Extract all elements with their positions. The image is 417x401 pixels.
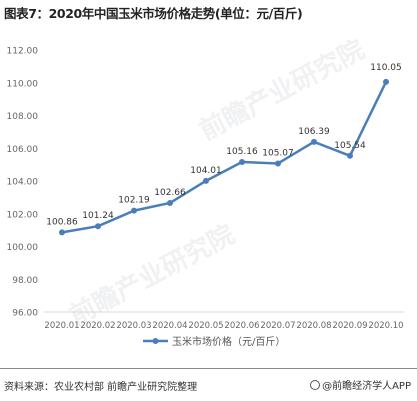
y-tick-label: 98.00 (12, 276, 38, 286)
y-tick-label: 104.00 (7, 178, 39, 188)
data-label: 102.19 (118, 196, 150, 206)
legend-label: 玉米市场价格（元/百斤） (172, 335, 285, 348)
x-tick-label: 2020.08 (296, 321, 331, 331)
data-point[interactable] (347, 152, 353, 159)
data-point[interactable] (239, 159, 245, 166)
brand-logo-icon (310, 380, 321, 390)
x-tick-label: 2020.03 (116, 321, 151, 331)
chart-title: 图表7：2020年中国玉米市场价格走势(单位：元/百斤) (4, 6, 303, 21)
y-tick-label: 100.00 (7, 243, 39, 253)
data-label: 105.16 (226, 147, 258, 157)
data-label: 106.39 (298, 127, 330, 137)
x-tick-label: 2020.07 (260, 321, 295, 331)
x-tick-label: 2020.10 (368, 321, 403, 331)
line-chart: 112.00 110.00 108.00 106.00 104.00 102.00 100.… (7, 47, 404, 348)
x-tick-label: 2020.04 (152, 321, 187, 331)
data-point[interactable] (95, 223, 101, 230)
y-tick-label: 110.00 (7, 79, 39, 89)
data-point[interactable] (275, 160, 281, 167)
legend-marker-icon (152, 338, 159, 344)
data-point[interactable] (131, 207, 137, 214)
brand-credit: @前瞻经济学人APP (310, 377, 411, 392)
brand-credit-text: @前瞻经济学人APP (322, 381, 411, 392)
data-label: 110.05 (370, 63, 402, 73)
data-label: 101.24 (82, 211, 114, 221)
data-label: 105.07 (262, 148, 294, 158)
x-axis-ticks: 2020.01 2020.02 2020.03 2020.04 2020.05 2020.… (44, 321, 403, 331)
source-note: 资料来源：农业农村部 前瞻产业研究院整理 (4, 382, 198, 393)
data-label: 100.86 (46, 217, 78, 227)
data-label: 105.54 (334, 141, 366, 151)
data-point[interactable] (383, 78, 389, 85)
legend[interactable]: 玉米市场价格（元/百斤） (143, 335, 285, 348)
y-tick-label: 108.00 (7, 112, 39, 122)
x-tick-label: 2020.01 (44, 321, 79, 331)
x-tick-label: 2020.02 (80, 321, 115, 331)
series-line (61, 81, 388, 234)
y-tick-label: 96.00 (12, 309, 38, 319)
y-tick-label: 112.00 (7, 47, 39, 57)
data-point[interactable] (167, 199, 173, 206)
footer: 资料来源：农业农村部 前瞻产业研究院整理 @前瞻经济学人APP (0, 368, 417, 401)
data-point[interactable] (311, 138, 317, 145)
y-axis-ticks: 112.00 110.00 108.00 106.00 104.00 102.00 100.… (7, 47, 39, 319)
x-tick-label: 2020.05 (188, 321, 223, 331)
x-tick-label: 2020.06 (224, 321, 259, 331)
y-tick-label: 102.00 (7, 210, 39, 220)
data-point[interactable] (203, 177, 209, 184)
data-label: 102.66 (154, 188, 186, 198)
series-points (59, 78, 389, 236)
data-point[interactable] (59, 229, 65, 236)
data-labels: 100.86 101.24 102.19 102.66 104.01 105.16 105.… (46, 63, 402, 227)
x-tick-label: 2020.09 (332, 321, 367, 331)
y-tick-label: 106.00 (7, 145, 39, 155)
data-label: 104.01 (190, 166, 222, 176)
